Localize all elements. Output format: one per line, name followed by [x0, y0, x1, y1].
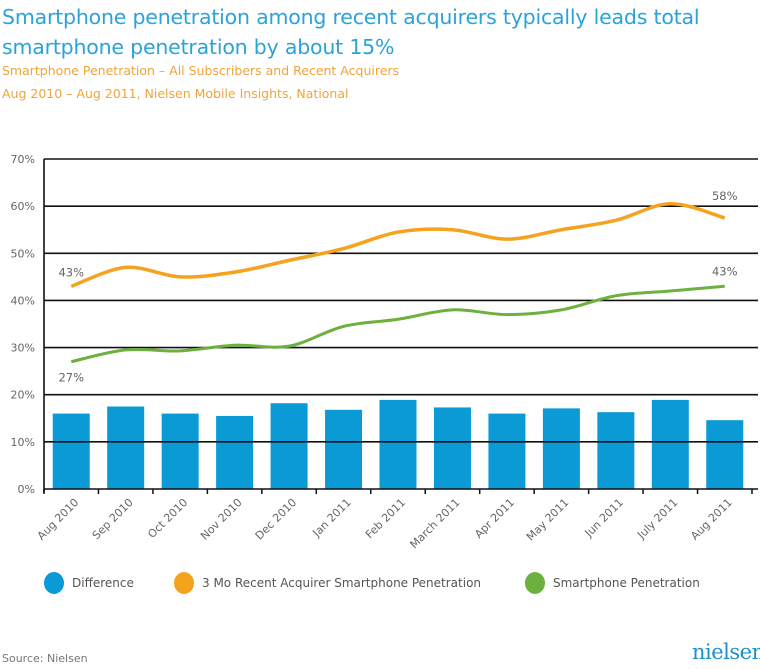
line-smartphone-penetration — [70, 284, 725, 364]
x-tick-label: July 2011 — [634, 496, 680, 542]
y-tick-label: 0% — [18, 483, 35, 496]
bar-difference — [433, 407, 471, 489]
y-tick-label: 70% — [11, 153, 35, 166]
bar-difference — [488, 413, 526, 489]
bar-difference — [706, 420, 744, 489]
chart-subtitle: Smartphone Penetration – All Subscribers… — [2, 63, 400, 78]
legend-label: Smartphone Penetration — [553, 576, 700, 590]
x-tick-label: Oct 2010 — [145, 496, 190, 541]
annotation-orange-start: 43% — [58, 265, 84, 279]
line-recent-acquirer — [70, 202, 726, 288]
y-tick-label: 50% — [11, 247, 35, 260]
x-tick-label: Aug 2010 — [35, 496, 82, 543]
x-tick-label: March 2011 — [407, 496, 462, 551]
bar-difference — [161, 413, 199, 489]
x-tick-label: Jun 2011 — [582, 496, 626, 540]
x-tick-label: May 2011 — [524, 496, 572, 544]
x-tick-label: Dec 2010 — [253, 496, 300, 543]
y-tick-label: 20% — [11, 389, 35, 402]
bar-difference — [216, 415, 254, 489]
x-tick-label: Feb 2011 — [363, 496, 408, 541]
bar-difference — [325, 409, 363, 489]
y-tick-label: 10% — [11, 436, 35, 449]
y-tick-label: 30% — [11, 342, 35, 355]
x-tick-label: Jan 2011 — [309, 496, 353, 540]
chart-title: Smartphone penetration among recent acqu… — [2, 5, 700, 59]
legend-swatch — [44, 572, 64, 594]
bar-difference — [379, 399, 417, 489]
bar-difference — [107, 406, 145, 489]
legend-swatch — [174, 572, 194, 594]
x-tick-label: Nov 2010 — [198, 496, 245, 543]
annotation-orange-end: 58% — [712, 189, 738, 203]
annotation-green-start: 27% — [58, 371, 84, 385]
legend-swatch — [525, 572, 545, 594]
legend-label: 3 Mo Recent Acquirer Smartphone Penetrat… — [202, 576, 481, 590]
legend-label: Difference — [72, 576, 134, 590]
nielsen-logo: nielsen — [692, 640, 760, 664]
chart-subtitle-date: Aug 2010 – Aug 2011, Nielsen Mobile Insi… — [2, 86, 349, 101]
annotation-green-end: 43% — [712, 264, 738, 278]
source-note: Source: Nielsen — [2, 652, 88, 665]
x-tick-label: Sep 2010 — [90, 496, 136, 542]
bar-difference — [542, 408, 580, 489]
bar-difference — [270, 403, 308, 489]
bar-difference — [597, 412, 635, 489]
x-tick-label: Aug 2011 — [688, 496, 735, 543]
y-tick-label: 60% — [11, 200, 35, 213]
x-tick-label: Apr 2011 — [472, 496, 517, 541]
bar-difference — [651, 399, 689, 489]
y-tick-label: 40% — [11, 294, 35, 307]
bar-difference — [52, 413, 90, 489]
